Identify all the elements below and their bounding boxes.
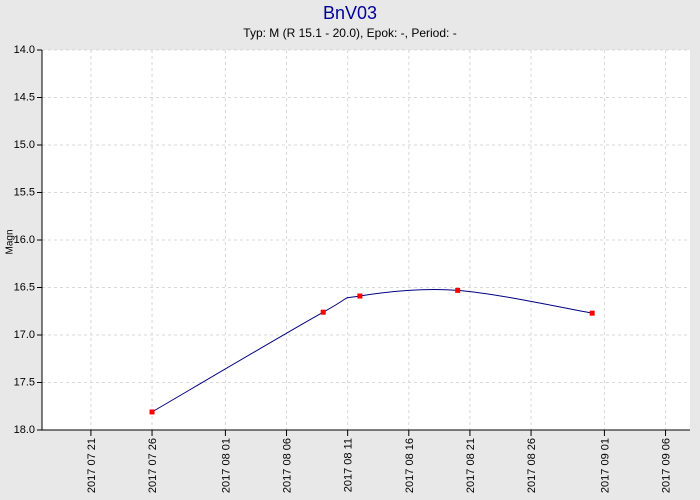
data-point [589,310,595,316]
y-tick-label: 15.0 [14,139,35,151]
x-tick-label: 2017 07 26 [147,438,159,493]
x-tick-label: 2017 08 21 [465,438,477,493]
x-tick-label: 2017 08 16 [404,438,416,493]
y-tick-label: 17.0 [14,329,35,341]
x-tick-label: 2017 08 06 [282,438,294,493]
y-tick-label: 14.0 [14,44,35,56]
data-point [149,409,155,415]
x-tick-label: 2017 08 26 [526,438,538,493]
data-point [320,309,326,315]
y-tick-label: 15.5 [14,186,35,198]
x-tick-label: 2017 09 06 [661,438,673,493]
y-tick-label: 17.5 [14,376,35,388]
x-tick-label: 2017 08 01 [220,438,232,493]
y-tick-label: 16.5 [14,281,35,293]
y-tick-label: 16.0 [14,234,35,246]
data-point [357,293,363,299]
chart-subtitle: Typ: M (R 15.1 - 20.0), Epok: -, Period:… [243,26,456,40]
x-tick-label: 2017 07 21 [86,438,98,493]
x-tick-label: 2017 08 11 [343,438,355,492]
data-point [455,287,461,293]
y-tick-label: 18.0 [14,424,35,436]
x-tick-label: 2017 09 01 [599,438,611,493]
y-axis-label: Magn [5,229,16,254]
series-line [151,288,593,413]
y-tick-label: 14.5 [14,91,35,103]
chart-title: BnV03 [323,3,377,23]
